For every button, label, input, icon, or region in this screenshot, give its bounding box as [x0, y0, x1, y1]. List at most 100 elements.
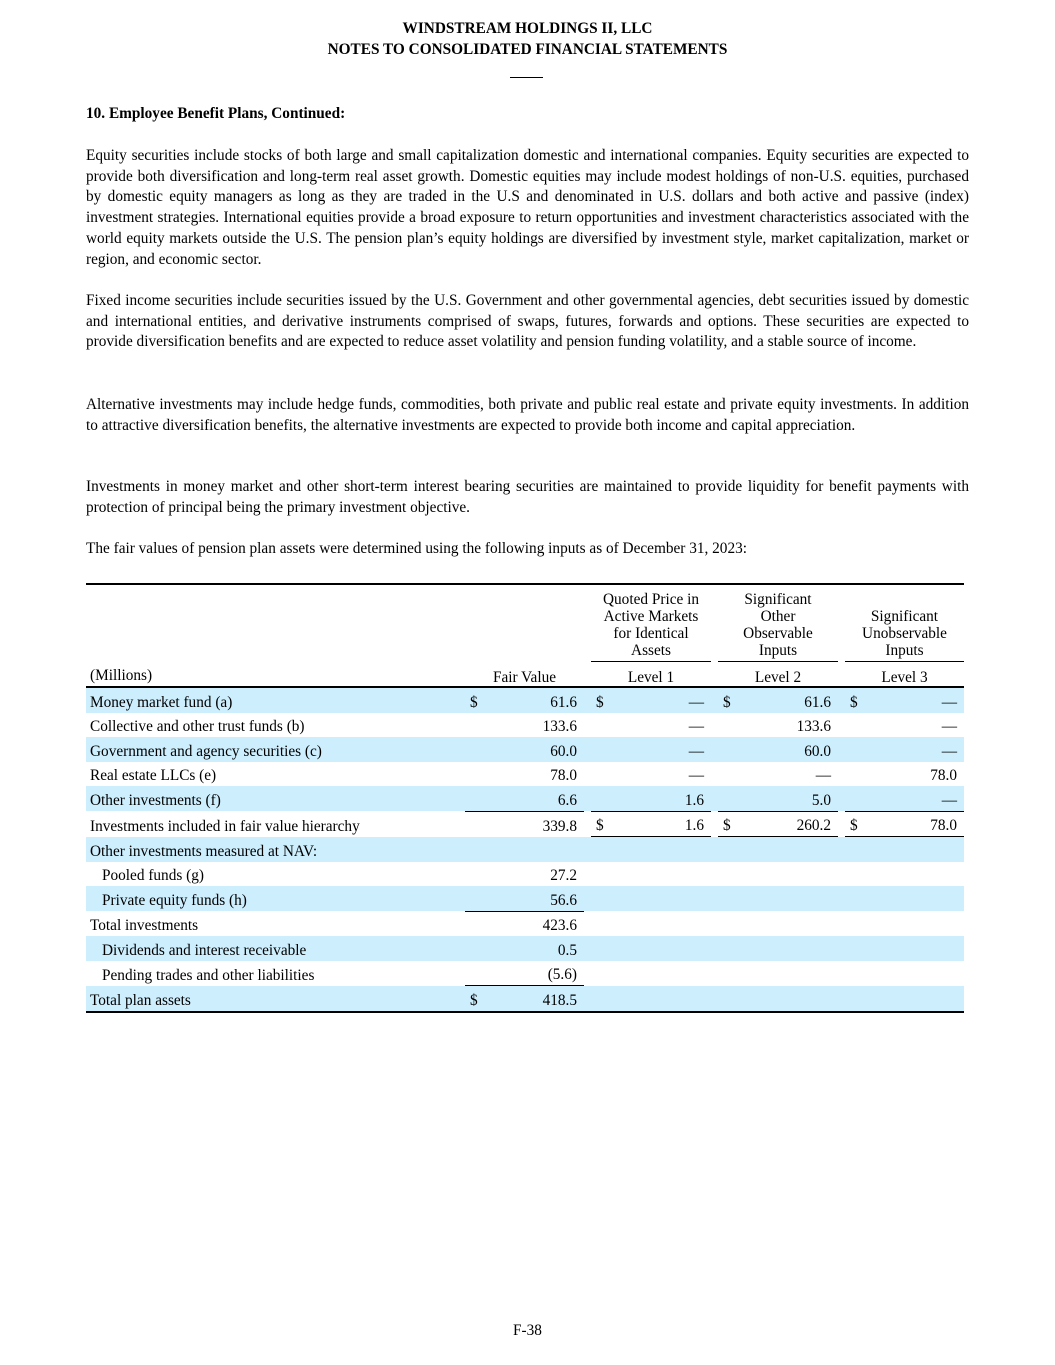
pension-assets-table: Quoted Price in Active Markets for Ident…: [86, 583, 964, 1013]
column-gap: [584, 911, 591, 936]
paragraph-money-market: Investments in money market and other sh…: [86, 478, 969, 516]
value-cell: 0.5: [465, 936, 584, 961]
value-cell: 78.0: [845, 762, 964, 787]
value-cell: $61.6: [718, 687, 838, 713]
value-cell: $1.6: [591, 811, 711, 837]
row-label: Investments included in fair value hiera…: [90, 817, 360, 835]
currency-symbol: $: [850, 817, 858, 834]
column-gap: [711, 811, 718, 837]
column-label-level3: Level 3: [845, 661, 964, 688]
value-amount: 133.6: [796, 718, 831, 735]
column-gap: [711, 886, 718, 911]
value-cell: —: [845, 737, 964, 762]
value-cell: 27.2: [465, 862, 584, 887]
value-cell: [845, 836, 964, 862]
column-gap: [838, 886, 845, 911]
value-amount: 27.2: [550, 867, 577, 884]
value-amount: —: [815, 767, 831, 784]
table-row: Real estate LLCs (e) 78.0 — — 78.0: [86, 762, 964, 787]
value-amount: 78.0: [550, 767, 577, 784]
column-label-level1: Level 1: [591, 661, 711, 688]
row-label: Government and agency securities (c): [86, 737, 465, 762]
value-amount: —: [688, 693, 704, 711]
column-gap: [711, 713, 718, 738]
value-amount: 56.6: [550, 891, 577, 909]
currency-symbol: $: [596, 693, 604, 711]
table-row: Investments included in fair value hiera…: [86, 811, 964, 837]
table-row: Total investments 423.6: [86, 911, 964, 936]
table-row: Pooled funds (g) 27.2: [86, 862, 964, 887]
column-label-level2: Level 2: [718, 661, 838, 688]
value-cell: [845, 936, 964, 961]
value-cell: 60.0: [718, 737, 838, 762]
column-gap: [584, 886, 591, 911]
column-gap: [584, 811, 591, 837]
column-gap: [838, 687, 845, 713]
value-cell: 1.6: [591, 786, 711, 812]
column-gap: [838, 961, 845, 986]
value-cell: [718, 836, 838, 862]
value-cell: 133.6: [718, 713, 838, 738]
column-gap: [584, 836, 591, 862]
paragraph-equity: Equity securities include stocks of both…: [86, 147, 969, 268]
value-cell: —: [591, 762, 711, 787]
value-cell: [591, 886, 711, 911]
column-gap: [584, 737, 591, 762]
value-amount: —: [941, 693, 957, 711]
value-amount: —: [941, 742, 957, 760]
currency-symbol: $: [470, 693, 478, 711]
value-amount: 339.8: [542, 817, 577, 835]
value-cell: [591, 985, 711, 1013]
currency-symbol: $: [723, 817, 731, 834]
value-cell: 133.6: [465, 713, 584, 738]
value-amount: 60.0: [804, 742, 831, 760]
value-cell: [718, 985, 838, 1013]
row-label: Money market fund (a): [86, 687, 465, 713]
value-cell: —: [718, 762, 838, 787]
column-gap: [584, 936, 591, 961]
column-gap: [711, 911, 718, 936]
row-label: Other investments (f): [86, 786, 465, 811]
value-cell: (5.6): [465, 960, 584, 986]
column-gap: [711, 737, 718, 762]
value-amount: —: [688, 718, 704, 735]
company-name: WINDSTREAM HOLDINGS II, LLC: [402, 20, 653, 37]
column-gap: [711, 862, 718, 887]
table-row: Total plan assets $418.5: [86, 985, 964, 1013]
table-level-row: (Millions) Fair Value Level 1 Level 2 Le…: [86, 661, 964, 688]
table-heading-row: Quoted Price in Active Markets for Ident…: [86, 583, 964, 662]
column-gap: [711, 961, 718, 986]
page-number: F-38: [513, 1322, 542, 1339]
paragraph-alternatives: Alternative investments may include hedg…: [86, 396, 969, 434]
value-amount: 1.6: [684, 791, 704, 809]
value-cell: [591, 836, 711, 862]
row-label: Pooled funds (g): [102, 867, 204, 884]
row-label: Dividends and interest receivable: [86, 936, 465, 961]
table-row: Dividends and interest receivable 0.5: [86, 936, 964, 961]
column-gap: [711, 936, 718, 961]
value-amount: 0.5: [557, 941, 577, 959]
row-label: Pending trades and other liabilities: [102, 966, 315, 984]
units-label: (Millions): [86, 661, 465, 688]
table-row: Government and agency securities (c) 60.0…: [86, 737, 964, 762]
currency-symbol: $: [723, 693, 731, 711]
value-amount: 423.6: [542, 917, 577, 934]
value-amount: 78.0: [930, 817, 957, 834]
value-amount: 60.0: [550, 742, 577, 760]
row-label: Private equity funds (h): [86, 886, 465, 911]
value-cell: —: [845, 786, 964, 812]
value-cell: 60.0: [465, 737, 584, 762]
value-cell: [845, 961, 964, 986]
column-gap: [838, 737, 845, 762]
value-amount: —: [941, 718, 957, 735]
table-row: Private equity funds (h) 56.6: [86, 886, 964, 912]
value-cell: 6.6: [465, 786, 584, 812]
table-row: Other investments measured at NAV:: [86, 836, 964, 862]
value-cell: —: [845, 713, 964, 738]
row-label: Real estate LLCs (e): [90, 767, 217, 784]
column-gap: [838, 811, 845, 837]
column-gap: [584, 762, 591, 787]
row-label: Other investments measured at NAV:: [86, 836, 465, 862]
column-gap: [838, 911, 845, 936]
value-amount: —: [688, 742, 704, 760]
